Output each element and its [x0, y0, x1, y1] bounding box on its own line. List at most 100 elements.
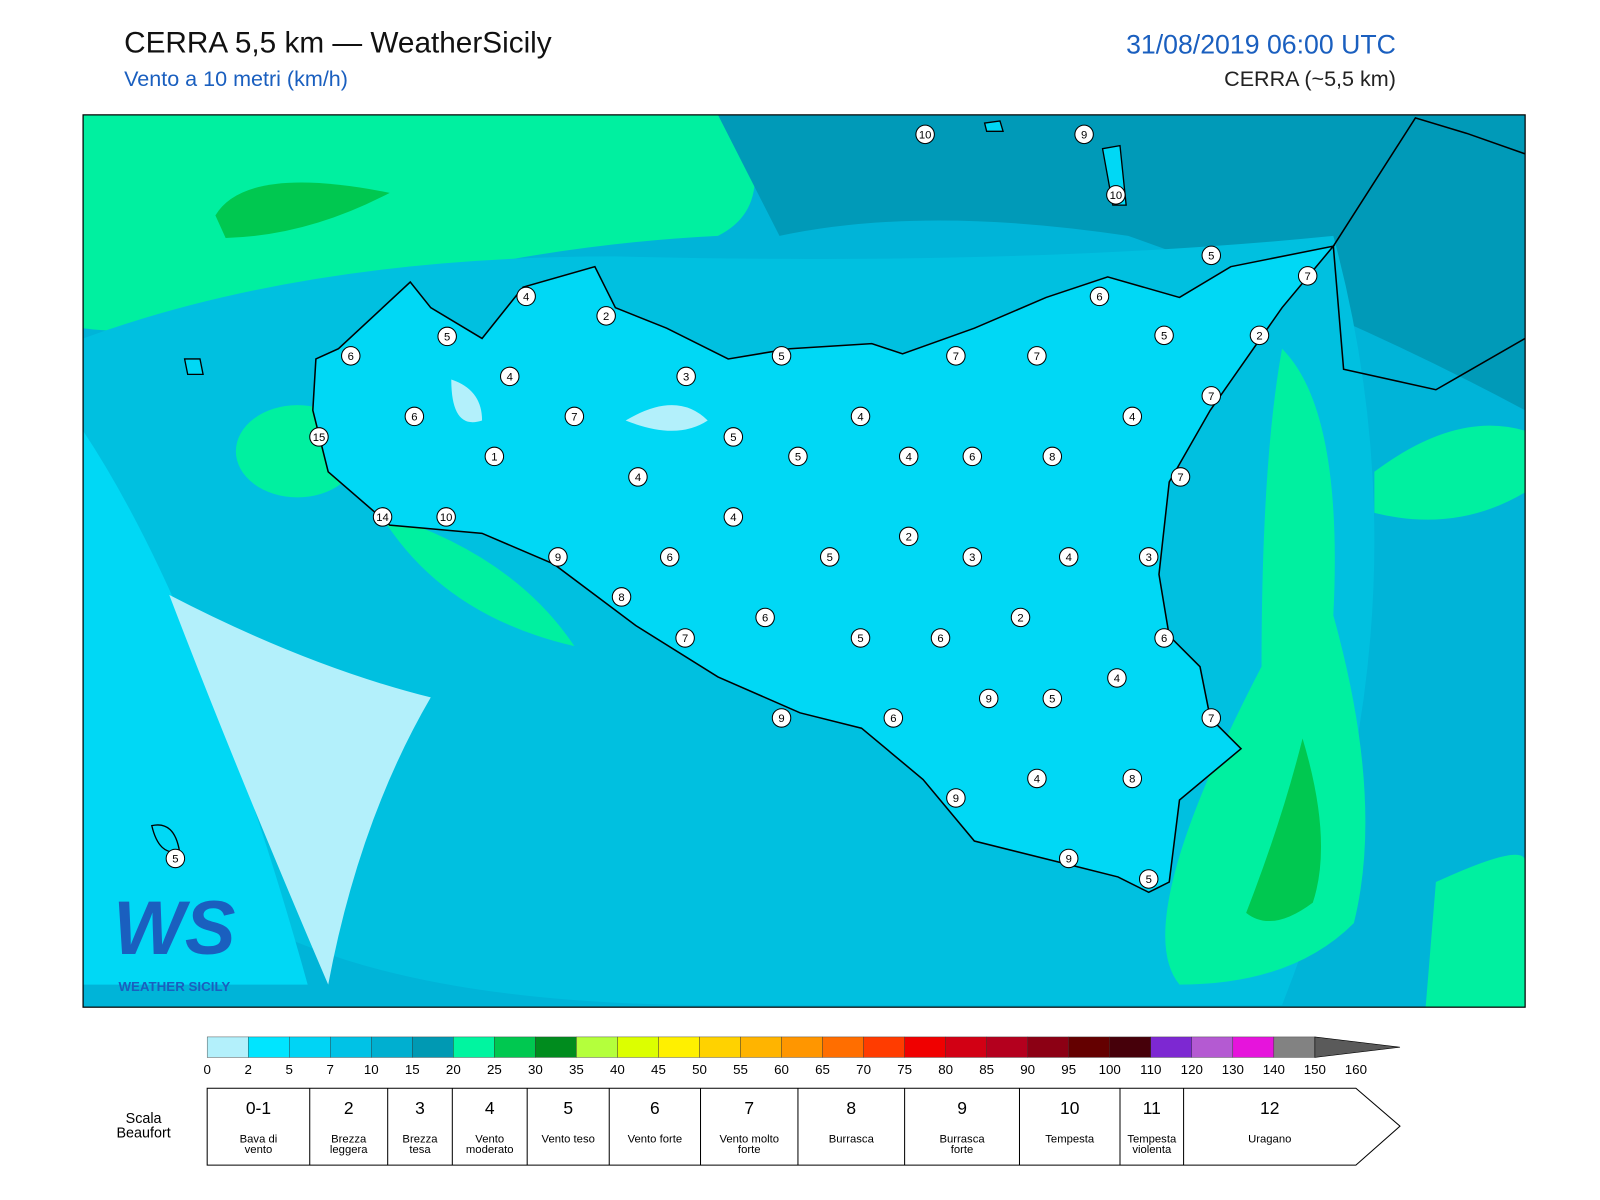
station-marker	[628, 467, 648, 487]
station-value: 4	[730, 512, 736, 524]
logo-name: WEATHER SICILY	[118, 979, 230, 994]
station-value: 7	[571, 412, 577, 424]
station-value: 3	[969, 552, 975, 564]
colorbar-segment	[1027, 1036, 1069, 1058]
station-marker	[1122, 406, 1143, 427]
station-marker	[755, 607, 775, 628]
colorbar-segment	[699, 1036, 741, 1058]
station-value: 3	[1146, 552, 1152, 564]
station-value: 2	[906, 532, 912, 544]
station-value: 6	[890, 713, 896, 725]
colorbar-label: 35	[569, 1062, 584, 1077]
datetime: 31/08/2019 06:00 UTC	[1126, 28, 1396, 60]
station-marker	[1058, 848, 1079, 869]
station-value: 5	[1049, 694, 1055, 706]
colorbar-label: 70	[856, 1062, 871, 1077]
colorbar-arrow	[1314, 1036, 1401, 1058]
station-marker	[1138, 869, 1159, 889]
station-value: 7	[1177, 472, 1183, 484]
colorbar-label: 110	[1140, 1062, 1161, 1077]
station-marker	[659, 547, 680, 567]
beaufort-frame	[206, 1087, 1401, 1166]
station-value: 4	[1114, 673, 1120, 685]
station-value: 15	[313, 432, 326, 444]
beaufort-force: 4	[484, 1098, 495, 1118]
station-marker	[564, 406, 585, 427]
station-value: 5	[795, 452, 801, 464]
station-marker	[915, 124, 935, 145]
colorbar-segment	[247, 1036, 290, 1058]
station-marker	[723, 507, 744, 527]
station-value: 8	[618, 592, 624, 604]
colorbar-segment	[576, 1036, 618, 1058]
colorbar-segment	[781, 1036, 823, 1058]
colorbar-label: 95	[1061, 1062, 1076, 1077]
station-marker	[436, 507, 456, 527]
station-value: 9	[778, 713, 784, 725]
station-value: 6	[411, 412, 417, 424]
beaufort-desc: Burrasca	[828, 1133, 874, 1146]
beaufort-desc: Tempesta	[1045, 1133, 1095, 1146]
station-marker	[1170, 467, 1191, 487]
colorbar-segment	[904, 1036, 946, 1058]
beaufort-desc: Vento teso	[541, 1133, 595, 1146]
station-marker	[372, 507, 393, 527]
beaufort-force: 10	[1060, 1098, 1080, 1118]
colorbar-segment	[494, 1036, 536, 1058]
colorbar-label: 30	[528, 1062, 543, 1077]
colorbar-label: 160	[1345, 1062, 1367, 1077]
colorbar-label: 90	[1020, 1062, 1035, 1077]
station-value: 8	[1129, 774, 1135, 786]
station-marker	[1027, 768, 1047, 789]
beaufort-force: 2	[343, 1098, 354, 1118]
colorbar-label: 65	[815, 1062, 830, 1077]
station-value: 10	[440, 512, 453, 524]
colorbar-label: 2	[244, 1062, 251, 1077]
station-marker	[437, 326, 457, 347]
station-value: 9	[986, 694, 992, 706]
station-value: 5	[444, 332, 450, 344]
beaufort-force: 3	[415, 1098, 425, 1118]
beaufort-force: 8	[846, 1098, 857, 1118]
station-marker	[341, 346, 361, 366]
station-marker	[596, 306, 616, 326]
beaufort-force: 0-1	[245, 1098, 272, 1118]
station-value: 6	[667, 552, 673, 564]
station-marker	[1297, 266, 1318, 286]
station-value: 10	[1110, 190, 1123, 202]
map-frame	[82, 114, 1526, 1008]
station-marker	[1106, 185, 1126, 205]
colorbar-segment	[453, 1036, 495, 1058]
colorbar-label: 140	[1263, 1062, 1285, 1077]
station-marker	[309, 427, 329, 447]
beaufort-force: 12	[1260, 1098, 1280, 1118]
colorbar-label: 75	[897, 1062, 912, 1077]
colorbar-label: 25	[487, 1062, 502, 1077]
station-marker	[165, 848, 186, 869]
station-marker	[676, 366, 696, 387]
station-value: 5	[857, 633, 863, 645]
colorbar-segment	[822, 1036, 864, 1058]
model: CERRA (~5,5 km)	[1224, 67, 1396, 92]
station-value: 8	[1049, 452, 1055, 464]
station-marker	[978, 688, 999, 709]
station-marker	[516, 286, 536, 307]
colorbar-segment	[1150, 1036, 1192, 1058]
station-value: 4	[857, 412, 863, 424]
station-marker	[1042, 688, 1063, 709]
colorbar-segment	[740, 1036, 782, 1058]
station-marker	[1249, 325, 1270, 346]
station-marker	[1201, 245, 1222, 266]
station-value: 5	[730, 432, 736, 444]
station-marker	[1201, 386, 1222, 406]
station-marker	[788, 446, 808, 467]
colorbar-segment	[206, 1036, 249, 1058]
colorbar-segment	[535, 1036, 577, 1058]
beaufort-desc: Brezza tesa	[402, 1133, 438, 1156]
colorbar-label: 100	[1099, 1062, 1121, 1077]
colorbar-label: 85	[979, 1062, 994, 1077]
station-value: 2	[1017, 613, 1023, 625]
station-value: 4	[635, 472, 641, 484]
